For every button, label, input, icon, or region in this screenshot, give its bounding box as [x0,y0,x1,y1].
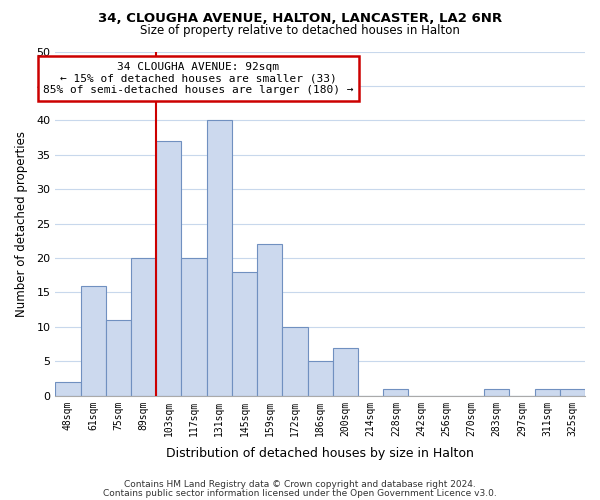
Bar [80,286,106,396]
Text: Contains public sector information licensed under the Open Government Licence v3: Contains public sector information licen… [103,488,497,498]
Bar [206,120,232,396]
Bar [308,362,333,396]
Bar [535,389,560,396]
Text: Size of property relative to detached houses in Halton: Size of property relative to detached ho… [140,24,460,37]
Y-axis label: Number of detached properties: Number of detached properties [15,130,28,316]
Bar [560,389,585,396]
Bar [131,258,156,396]
Bar [156,141,181,396]
Bar [283,327,308,396]
Bar [55,382,80,396]
Text: 34, CLOUGHA AVENUE, HALTON, LANCASTER, LA2 6NR: 34, CLOUGHA AVENUE, HALTON, LANCASTER, L… [98,12,502,26]
Bar [383,389,409,396]
Bar [232,272,257,396]
Bar [181,258,206,396]
Text: Contains HM Land Registry data © Crown copyright and database right 2024.: Contains HM Land Registry data © Crown c… [124,480,476,489]
Bar [257,244,283,396]
Bar [484,389,509,396]
Text: 34 CLOUGHA AVENUE: 92sqm
← 15% of detached houses are smaller (33)
85% of semi-d: 34 CLOUGHA AVENUE: 92sqm ← 15% of detach… [43,62,353,95]
Bar [106,320,131,396]
Bar [333,348,358,396]
X-axis label: Distribution of detached houses by size in Halton: Distribution of detached houses by size … [166,447,474,460]
